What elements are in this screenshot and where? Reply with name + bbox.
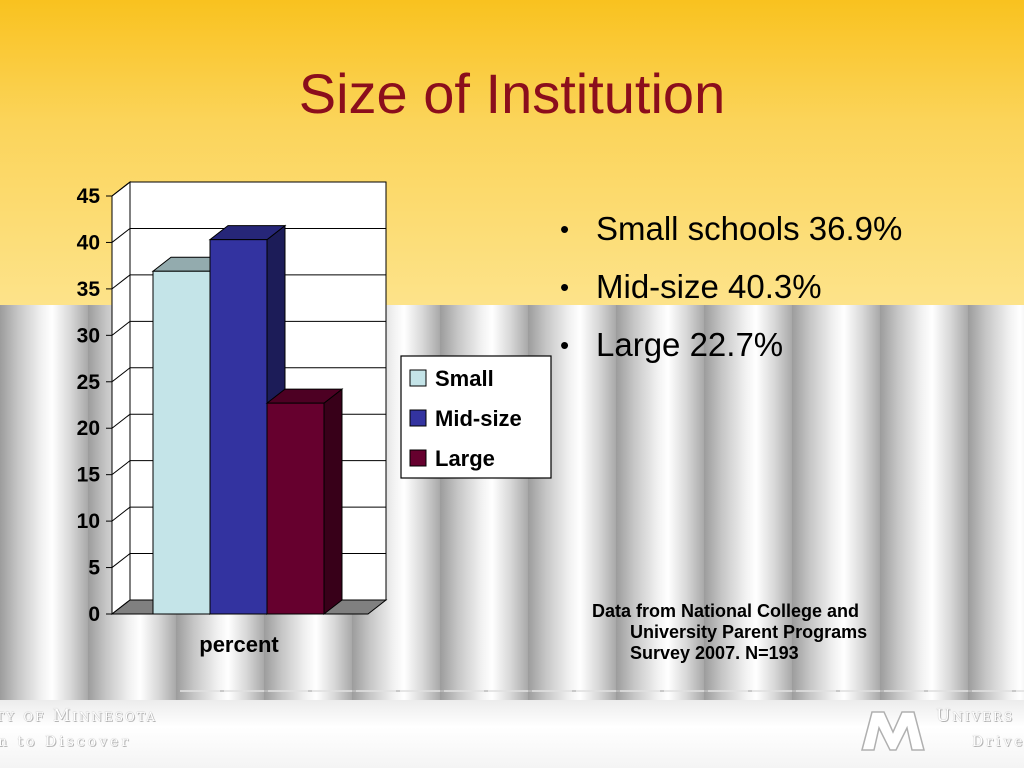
gridline (111, 367, 386, 383)
chart-side-wall (111, 180, 131, 616)
footer-logo-left: ty of Minnesota (0, 706, 157, 726)
source-note: Data from National College and Universit… (592, 601, 952, 664)
bar-large (265, 388, 344, 616)
footer-tagline-right: Drive (972, 734, 1024, 750)
legend-label: Large (435, 446, 495, 471)
x-category-label: percent (199, 632, 279, 657)
legend-swatch (409, 449, 427, 467)
bullet-icon: • (560, 330, 570, 360)
y-tick-label: 20 (77, 417, 100, 440)
legend-label: Mid-size (435, 406, 522, 431)
university-m-logo (861, 711, 925, 751)
source-line: Survey 2007. N=193 (630, 643, 799, 663)
y-tick-label: 35 (77, 278, 101, 301)
gridline (111, 227, 386, 243)
gridline (111, 274, 386, 290)
slide-title: Size of Institution (298, 62, 726, 125)
source-line: University Parent Programs (630, 622, 868, 642)
y-tick-label: 25 (77, 371, 101, 394)
y-tick-label: 5 (88, 557, 100, 580)
bullet-icon: • (560, 214, 570, 244)
gridline (111, 320, 386, 336)
legend-swatch (409, 409, 427, 427)
bullet-icon: • (560, 272, 570, 302)
footer-divider (180, 690, 1024, 692)
gridline (111, 181, 386, 197)
footer-logo-right: Univers (936, 706, 1015, 726)
bullet-text: Small schools 36.9% (596, 210, 903, 247)
y-tick-label: 0 (88, 603, 100, 626)
bullet-text: Large 22.7% (596, 326, 784, 363)
bullet-item: • Mid-size 40.3% (560, 263, 902, 321)
bullet-list: • Small schools 36.9% • Mid-size 40.3% •… (560, 205, 902, 379)
footer-tagline-left: n to Discover (0, 734, 132, 750)
bullet-item: • Small schools 36.9% (560, 205, 902, 263)
y-tick-label: 30 (77, 324, 100, 347)
bar-front (209, 239, 268, 615)
footer-band (0, 700, 1024, 768)
y-tick-label: 15 (77, 464, 101, 487)
bar-front (152, 270, 211, 615)
y-tick-label: 45 (77, 185, 101, 208)
bar-front (266, 402, 325, 615)
legend-swatch (409, 369, 427, 387)
y-tick-label: 40 (77, 231, 100, 254)
bullet-text: Mid-size 40.3% (596, 268, 822, 305)
legend-label: Small (435, 366, 494, 391)
source-line: Data from National College and (592, 601, 860, 621)
bar-side (323, 388, 343, 616)
y-tick-label: 10 (77, 510, 100, 533)
bullet-item: • Large 22.7% (560, 321, 902, 379)
